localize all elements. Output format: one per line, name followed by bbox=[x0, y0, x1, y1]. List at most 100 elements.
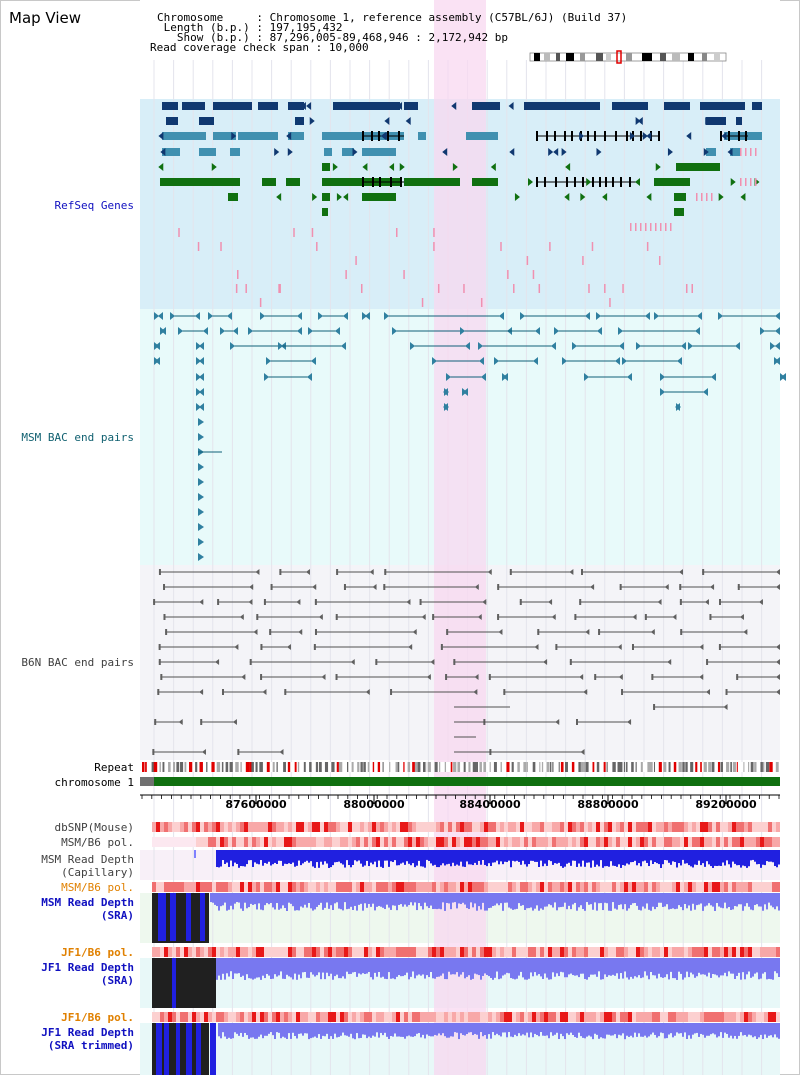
msm-sra-depth-bar bbox=[340, 893, 342, 910]
track-label-msm-bac[interactable]: MSM BAC end pairs bbox=[21, 431, 134, 444]
msm-cap-depth-bar bbox=[470, 850, 472, 865]
track-label-dbsnp[interactable]: dbSNP(Mouse) bbox=[54, 821, 134, 834]
jf1-sra-depth-bar bbox=[562, 958, 564, 973]
track-label-refseq[interactable]: RefSeq Genes bbox=[54, 199, 134, 212]
jf1-trim-depth-bar bbox=[434, 1023, 436, 1035]
jf1-sra-depth-bar bbox=[308, 958, 310, 978]
track-label-msm-depth-sra[interactable]: MSM Read Depth (SRA) bbox=[41, 896, 134, 922]
jf1-b6-pol-cell bbox=[268, 1012, 272, 1022]
msm-sra-depth-bar bbox=[532, 893, 534, 911]
jf1-b6-pol-cell bbox=[408, 1012, 412, 1022]
jf1-trim-depth-bar bbox=[432, 1023, 434, 1037]
msm-bac-end-arrow-icon bbox=[432, 357, 437, 365]
jf1-sra-depth-bar bbox=[362, 958, 364, 974]
track-label-msm-depth-capillary[interactable]: MSM Read Depth (Capillary) bbox=[41, 853, 134, 879]
msm-cap-depth-bar bbox=[670, 850, 672, 865]
repeat-element bbox=[640, 762, 643, 772]
msm-bac-end-arrow-icon bbox=[199, 388, 204, 396]
jf1-b6-pol-cell bbox=[728, 1012, 732, 1022]
repeat-element bbox=[506, 762, 510, 772]
msm-b6-pol-cell bbox=[316, 837, 320, 847]
msm-cap-depth-bar bbox=[246, 850, 248, 865]
repeat-element bbox=[750, 762, 754, 772]
msm-cap-depth-bar bbox=[654, 850, 656, 863]
strand-arrow-icon bbox=[336, 193, 342, 201]
msm-b6-pol-cell bbox=[284, 882, 288, 892]
jf1-trim-depth-bar bbox=[476, 1023, 478, 1035]
msm-b6-pol-cell bbox=[608, 837, 612, 847]
jf1-b6-pol-cell bbox=[744, 947, 748, 957]
jf1-trim-depth-bar bbox=[406, 1023, 408, 1037]
jf1-b6-pol-cell bbox=[200, 947, 204, 957]
msm-cap-depth-bar bbox=[274, 850, 276, 863]
jf1-b6-pol-cell bbox=[460, 947, 464, 957]
msm-sra-depth-bar bbox=[268, 893, 270, 905]
jf1-trim-depth-bar bbox=[408, 1023, 410, 1036]
msm-b6-pol-cell bbox=[676, 837, 680, 847]
jf1-trim-depth-bar bbox=[726, 1023, 728, 1034]
msm-cap-depth-bar bbox=[752, 850, 754, 860]
track-label-repeat[interactable]: Repeat bbox=[94, 761, 134, 774]
msm-bac-end-arrow-icon bbox=[198, 418, 204, 426]
track-label-jf1-b6-pol-1[interactable]: JF1/B6 pol. bbox=[61, 946, 134, 959]
jf1-sra-depth-bar bbox=[658, 958, 660, 974]
msm-b6-pol-cell bbox=[716, 882, 720, 892]
jf1-trim-depth-bar bbox=[564, 1023, 566, 1040]
b6n-bac-end-arrow-icon bbox=[776, 659, 780, 665]
strand-arrow-icon bbox=[345, 178, 351, 186]
jf1-trim-depth-bar bbox=[462, 1023, 464, 1035]
msm-b6-pol-cell bbox=[432, 882, 436, 892]
dbsnp-density-cell bbox=[628, 822, 632, 832]
msm-cap-depth-bar bbox=[686, 850, 688, 864]
msm-sra-depth-bar bbox=[486, 893, 488, 911]
jf1-sra-depth-bar bbox=[420, 958, 422, 976]
track-label-b6n-bac[interactable]: B6N BAC end pairs bbox=[21, 656, 134, 669]
jf1-trim-depth-bar bbox=[368, 1023, 370, 1037]
track-label-jf1-b6-pol-2[interactable]: JF1/B6 pol. bbox=[61, 1011, 134, 1024]
jf1-b6-pol-cell bbox=[628, 947, 632, 957]
jf1-trim-depth-bar bbox=[492, 1023, 494, 1033]
msm-sra-depth-bar bbox=[480, 893, 482, 910]
strand-arrow-icon bbox=[384, 117, 390, 125]
msm-sra-depth-bar bbox=[748, 893, 750, 907]
jf1-trim-depth-bar bbox=[688, 1023, 690, 1036]
msm-cap-depth-bar bbox=[630, 850, 632, 863]
track-label-msm-b6-pol-1[interactable]: MSM/B6 pol. bbox=[61, 836, 134, 849]
b6n-bac-end bbox=[509, 569, 512, 575]
jf1-b6-pol-cell bbox=[388, 1012, 392, 1022]
track-label-chromosome[interactable]: chromosome 1 bbox=[54, 776, 134, 789]
jf1-sra-depth-bar bbox=[258, 958, 260, 978]
msm-sra-depth-bar bbox=[388, 893, 390, 908]
msm-cap-depth-bar bbox=[576, 850, 578, 867]
jf1-sra-depth-bar bbox=[762, 958, 764, 974]
jf1-b6-pol-cell bbox=[196, 947, 200, 957]
dbsnp-density-cell bbox=[572, 822, 576, 832]
msm-bac-end-arrow-icon bbox=[622, 357, 627, 365]
track-label-msm-b6-pol-2[interactable]: MSM/B6 pol. bbox=[61, 881, 134, 894]
jf1-b6-pol-cell bbox=[244, 1012, 248, 1022]
msm-cap-depth-bar bbox=[328, 850, 330, 868]
msm-cap-depth-bar bbox=[550, 850, 552, 862]
msm-sra-depth-bar bbox=[562, 893, 564, 907]
jf1-b6-pol-cell bbox=[192, 947, 196, 957]
jf1-trim-depth-bar bbox=[264, 1023, 266, 1036]
msm-b6-pol-cell bbox=[308, 882, 312, 892]
b6n-bac-end-arrow-icon bbox=[699, 644, 704, 650]
refseq-fragment bbox=[685, 284, 688, 293]
dbsnp-density-cell bbox=[452, 822, 456, 832]
msm-b6-pol-cell bbox=[208, 882, 212, 892]
jf1-b6-pol-cell bbox=[320, 1012, 324, 1022]
track-label-jf1-depth-trimmed[interactable]: JF1 Read Depth (SRA trimmed) bbox=[41, 1026, 134, 1052]
track-label-jf1-depth-sra[interactable]: JF1 Read Depth (SRA) bbox=[41, 961, 134, 987]
msm-sra-depth-bar bbox=[436, 893, 438, 910]
msm-sra-depth-bar bbox=[406, 893, 408, 907]
msm-bac-end-arrow-icon bbox=[199, 403, 204, 411]
msm-b6-pol-cell bbox=[332, 882, 336, 892]
msm-b6-pol-cell bbox=[520, 882, 524, 892]
jf1-b6-pol-cell bbox=[448, 947, 452, 957]
ideogram-band bbox=[714, 53, 720, 61]
msm-b6-pol-cell bbox=[408, 837, 412, 847]
strand-arrow-icon bbox=[527, 178, 533, 186]
msm-b6-pol-cell bbox=[772, 837, 776, 847]
